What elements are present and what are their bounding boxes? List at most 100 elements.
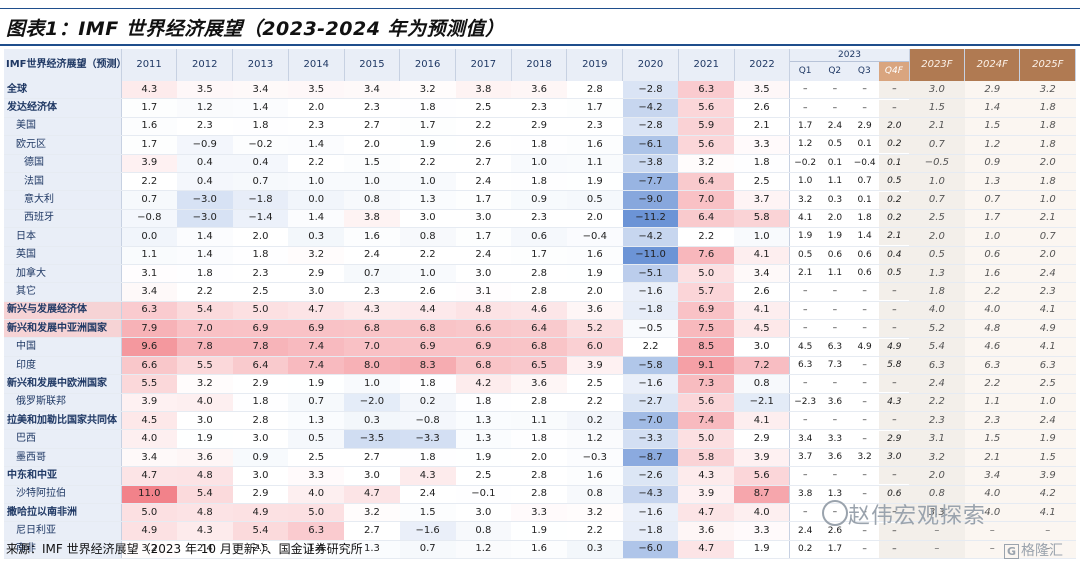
cell-year-value: 2.0 xyxy=(566,282,623,302)
cell-year-value: 1.2 xyxy=(176,98,233,118)
cell-year-value: 3.5 xyxy=(176,81,233,100)
cell-quarter-value: – xyxy=(879,283,910,301)
cell-year-value: 5.6 xyxy=(734,466,790,486)
cell-year-value: −1.4 xyxy=(232,209,289,229)
cell-forecast-value: 1.0 xyxy=(1019,393,1076,413)
cell-forecast-value: 0.7 xyxy=(909,135,965,155)
row-label: 美国 xyxy=(4,117,122,137)
cell-quarter-value: −0.4 xyxy=(853,157,876,168)
cell-forecast-value: 1.8 xyxy=(1019,172,1076,192)
cell-year-value: 5.4 xyxy=(176,485,233,504)
cell-quarters: 2.1 1.1 0.6 0.5 xyxy=(789,264,910,284)
cell-year-value: 2.5 xyxy=(734,172,790,192)
cell-year-value: 2.0 xyxy=(344,135,400,155)
cell-year-value: 6.4 xyxy=(511,319,567,339)
cell-quarter-value: 2.0 xyxy=(827,212,843,223)
table-row: 法国 2.2 0.4 0.7 1.0 1.0 1.0 2.4 1.8 1.9 −7.7 6.4 2.5 1… xyxy=(4,172,1076,192)
cell-year-value: 6.8 xyxy=(344,319,400,339)
table-row: 新兴和发展中亚洲国家 7.9 7.0 6.9 6.9 6.8 6.8 6.6 6.4 5.2 −0.… xyxy=(4,319,1076,339)
cell-year-value: 0.8 xyxy=(344,190,400,210)
cell-year-value: 3.2 xyxy=(566,503,623,523)
cell-year-value: 6.8 xyxy=(455,356,512,376)
cell-forecast-value: 1.5 xyxy=(964,117,1020,137)
cell-year-value: 0.3 xyxy=(566,540,623,560)
cell-year-value: 4.3 xyxy=(678,466,735,486)
cell-year-value: 1.6 xyxy=(566,135,623,155)
cell-year-value: 3.0 xyxy=(734,337,790,357)
cell-year-value: 1.8 xyxy=(399,374,456,394)
cell-forecast-value: 4.9 xyxy=(1019,319,1076,339)
table-row: 新兴和发展中欧洲国家 5.5 3.2 2.9 1.9 1.0 1.8 4.2 3.6 2.5 −1.… xyxy=(4,374,1076,394)
cell-year-value: 3.8 xyxy=(344,209,400,229)
cell-year-value: 2.5 xyxy=(232,540,289,560)
cell-year-value: −0.1 xyxy=(455,485,512,504)
cell-year-value: 1.8 xyxy=(232,393,289,413)
header-quarter-group: 2023 Q1 Q2 Q3 Q4F xyxy=(789,49,910,81)
cell-year-value: 4.3 xyxy=(344,301,400,321)
cell-quarter-value: 3.2 xyxy=(798,194,813,205)
cell-year-value: 3.2 xyxy=(176,374,233,394)
table-row: 意大利 0.7 −3.0 −1.8 0.0 0.8 1.3 1.7 0.9 0.5 −9.0 7.0 3… xyxy=(4,190,1076,210)
cell-year-value: −2.7 xyxy=(622,393,679,413)
cell-year-value: 8.3 xyxy=(399,356,456,376)
cell-year-value: −5.1 xyxy=(622,264,679,284)
cell-forecast-value: 1.8 xyxy=(1019,98,1076,118)
cell-year-value: 3.9 xyxy=(121,154,177,173)
cell-year-value: 2.9 xyxy=(734,429,790,449)
cell-year-value: 3.6 xyxy=(176,448,233,468)
watermark-2: G 格隆汇 xyxy=(1004,540,1063,560)
cell-year-value: 1.3 xyxy=(288,411,345,431)
cell-quarter-value: 3.4 xyxy=(798,433,813,444)
cell-year-value: 1.8 xyxy=(511,172,567,192)
cell-forecast-value: 1.8 xyxy=(1019,135,1076,155)
cell-forecast-value: 1.6 xyxy=(964,264,1020,284)
row-label: 德国 xyxy=(4,154,122,173)
cell-year-value: 5.0 xyxy=(288,503,345,523)
cell-forecast-value: 4.0 xyxy=(964,485,1020,504)
cell-year-value: 2.3 xyxy=(232,264,289,284)
cell-year-value: 3.5 xyxy=(288,81,345,100)
cell-year-value: 2.7 xyxy=(344,448,400,468)
cell-year-value: 4.3 xyxy=(121,81,177,100)
cell-year-value: 5.2 xyxy=(566,319,623,339)
logo-icon: G xyxy=(1004,544,1020,559)
row-label: 日本 xyxy=(4,227,122,247)
cell-year-value: 1.0 xyxy=(399,172,456,192)
cell-forecast-value: 1.8 xyxy=(909,282,965,302)
cell-year-value: 3.7 xyxy=(734,190,790,210)
table-row: 南非 3.2 2.4 2.5 1.4 1.3 0.7 1.2 1.6 0.3 −6.0 4.7 1.9 0… xyxy=(4,540,1076,560)
cell-year-value: 4.1 xyxy=(734,411,790,431)
row-label: 新兴和发展中欧洲国家 xyxy=(4,374,122,394)
cell-year-value: −0.8 xyxy=(399,411,456,431)
cell-quarter-value: – xyxy=(879,320,910,337)
table-row: 加拿大 3.1 1.8 2.3 2.9 0.7 1.0 3.0 2.8 1.9 −5.1 5.0 3.4… xyxy=(4,264,1076,284)
cell-year-value: 4.0 xyxy=(288,485,345,504)
cell-year-value: 2.3 xyxy=(344,98,400,118)
cell-quarter-value: 2.0 xyxy=(879,117,910,135)
cell-quarter-value: – xyxy=(862,507,867,518)
cell-quarter-value: 4.9 xyxy=(857,341,872,352)
cell-year-value: 1.7 xyxy=(566,98,623,118)
cell-year-value: 2.2 xyxy=(566,521,623,541)
row-label: 中国 xyxy=(4,337,122,357)
cell-quarter-value: 0.6 xyxy=(827,249,843,260)
cell-year-value: 6.9 xyxy=(678,301,735,321)
cell-year-value: 4.6 xyxy=(511,301,567,321)
cell-quarter-value: 3.8 xyxy=(798,488,813,499)
cell-year-value: 4.1 xyxy=(734,301,790,321)
header-year: 2014 xyxy=(288,49,345,81)
cell-year-value: 0.0 xyxy=(121,227,177,247)
cell-year-value: 2.0 xyxy=(288,98,345,118)
cell-quarter-value: 0.3 xyxy=(827,194,843,205)
cell-year-value: −9.0 xyxy=(622,190,679,210)
cell-year-value: 3.0 xyxy=(344,466,400,486)
cell-year-value: 1.3 xyxy=(455,411,512,431)
cell-year-value: 0.3 xyxy=(344,411,400,431)
cell-year-value: 6.6 xyxy=(121,356,177,376)
cell-year-value: 1.4 xyxy=(176,227,233,247)
row-label: 新兴和发展中亚洲国家 xyxy=(4,319,122,339)
watermark: 赵伟宏观探索 xyxy=(848,504,987,529)
cell-year-value: 3.9 xyxy=(121,393,177,413)
cell-year-value: 1.9 xyxy=(511,521,567,541)
cell-year-value: 7.8 xyxy=(232,337,289,357)
